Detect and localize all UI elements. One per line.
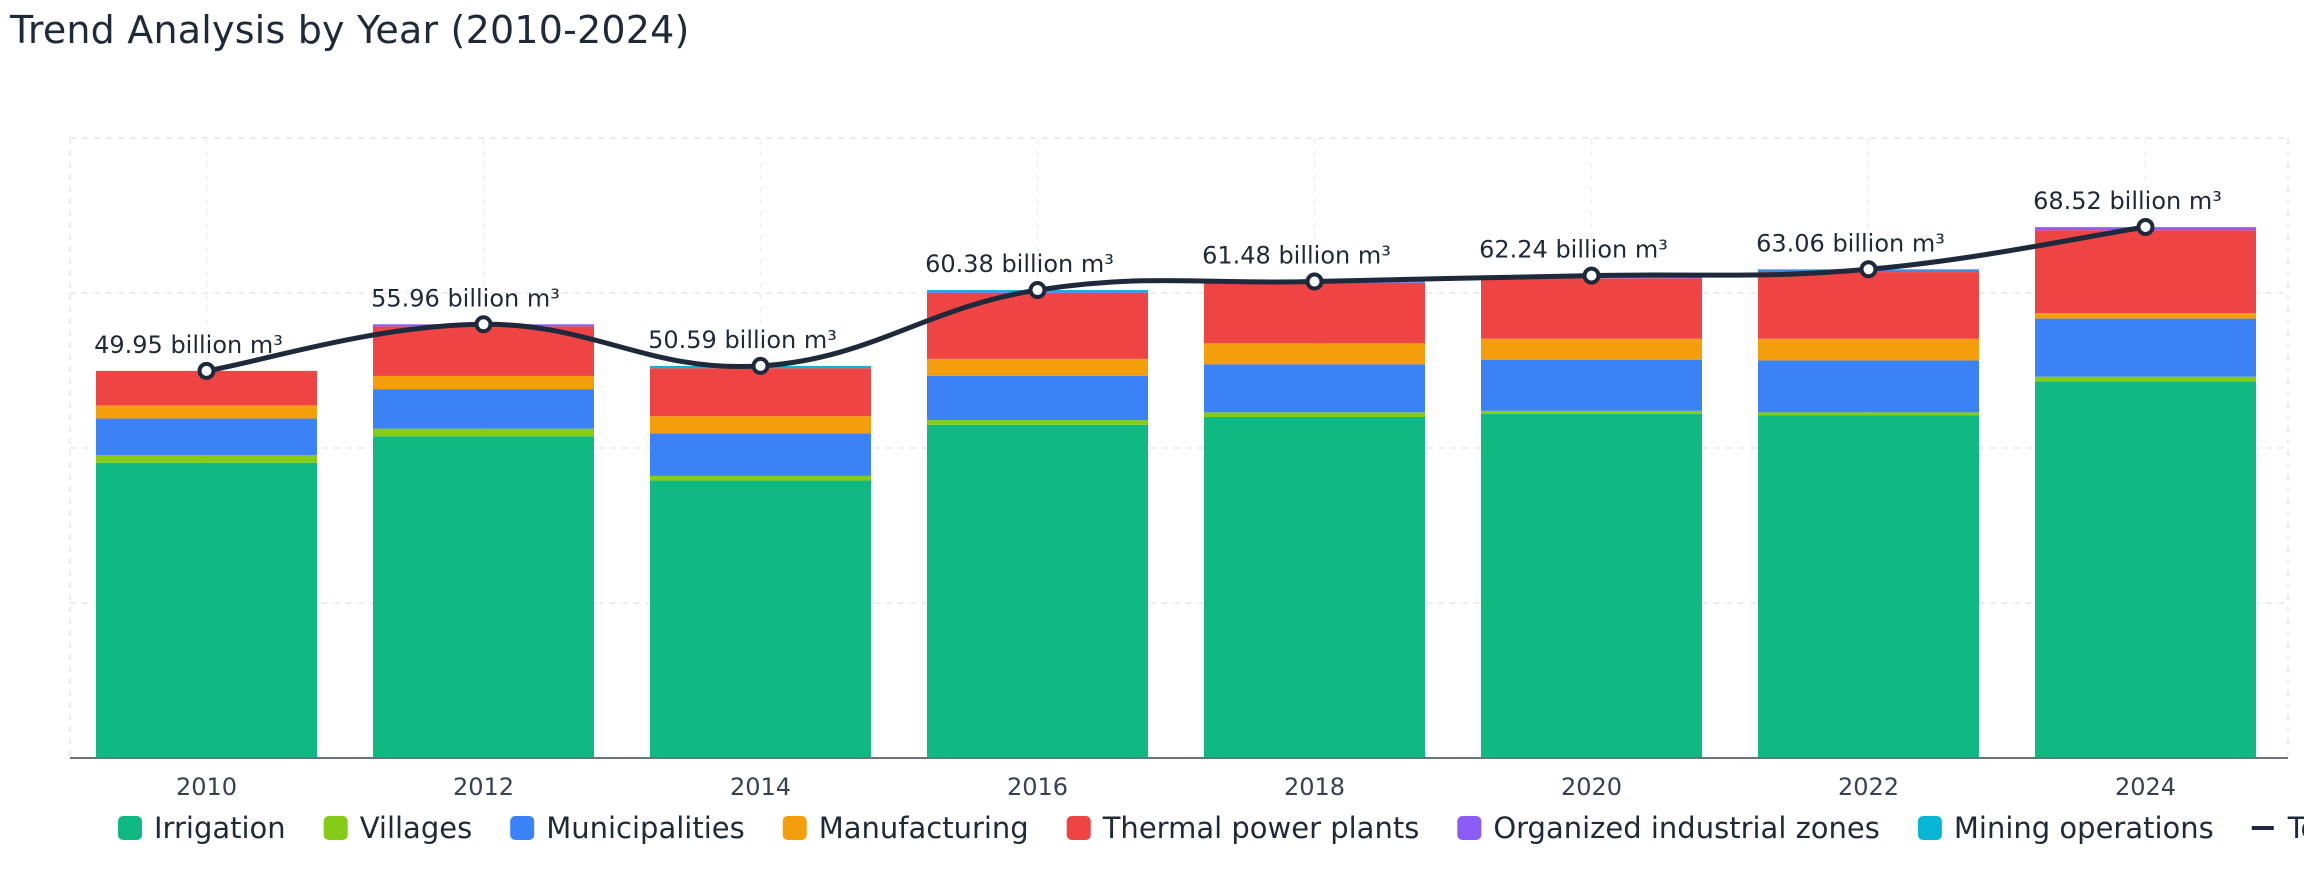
bar-segment-manufacturing[interactable] [927, 358, 1148, 376]
bar-segment-municipalities[interactable] [1481, 359, 1702, 411]
total-data-label: 55.96 billion m³ [371, 284, 560, 312]
bar-segment-manufacturing[interactable] [1758, 338, 1979, 361]
bar-segment-villages[interactable] [1758, 412, 1979, 416]
bar-segment-municipalities[interactable] [927, 375, 1148, 421]
bar-segment-villages[interactable] [927, 420, 1148, 425]
bar-segment-irrigation[interactable] [927, 424, 1148, 758]
bars [96, 226, 2256, 758]
legend: Irrigation Villages Municipalities Manufact… [118, 811, 2304, 845]
bar-segment-municipalities[interactable] [373, 389, 594, 429]
legend-swatch [1457, 816, 1482, 840]
bar-segment-irrigation[interactable] [1481, 413, 1702, 758]
legend-label[interactable]: Manufacturing [819, 811, 1029, 845]
bar-segment-irrigation[interactable] [1758, 415, 1979, 758]
total-point[interactable] [474, 315, 493, 334]
bar-segment-manufacturing[interactable] [2035, 313, 2256, 319]
legend-swatch [118, 816, 142, 840]
x-tick-label: 2022 [1838, 773, 1899, 801]
x-tick-label: 2024 [2115, 773, 2176, 801]
total-data-label: 61.48 billion m³ [1202, 242, 1391, 270]
total-point[interactable] [1859, 260, 1878, 279]
total-point[interactable] [1028, 281, 1047, 300]
total-data-label: 60.38 billion m³ [925, 250, 1114, 278]
x-tick-label: 2016 [1007, 773, 1068, 801]
total-point[interactable] [197, 361, 216, 380]
chart-title: Trend Analysis by Year (2010-2024) [10, 8, 690, 52]
legend-label[interactable]: Organized industrial zones [1493, 811, 1880, 845]
bar-segment-villages[interactable] [2035, 376, 2256, 382]
bar-segment-villages[interactable] [1481, 410, 1702, 414]
legend-swatch [1917, 816, 1942, 840]
total-point[interactable] [1305, 272, 1324, 291]
total-point[interactable] [1582, 266, 1601, 285]
legend-label[interactable]: Villages [360, 811, 473, 845]
bar-segment-irrigation[interactable] [96, 462, 317, 758]
bar-segment-villages[interactable] [373, 428, 594, 437]
bar-segment-irrigation[interactable] [373, 436, 594, 758]
bar-segment-manufacturing[interactable] [96, 405, 317, 419]
bar-segment-manufacturing[interactable] [650, 416, 871, 434]
legend-swatch [323, 816, 348, 840]
bar-segment-thermal-power-plants[interactable] [1204, 282, 1425, 344]
bar-segment-thermal-power-plants[interactable] [650, 368, 871, 417]
legend-label[interactable]: Irrigation [154, 811, 286, 845]
x-tick-label: 2012 [453, 773, 514, 801]
bar-segment-irrigation[interactable] [2035, 381, 2256, 758]
legend-label[interactable]: Thermal power plants [1102, 811, 1420, 845]
legend-label[interactable]: Municipalities [546, 811, 745, 845]
bar-segment-municipalities[interactable] [650, 433, 871, 476]
x-axis: 2010 2012 2014 2016 2018 2020 2022 2024 [70, 757, 2288, 801]
total-data-label: 62.24 billion m³ [1479, 236, 1668, 264]
bar-segment-thermal-power-plants[interactable] [373, 326, 594, 376]
total-data-label: 68.52 billion m³ [2033, 187, 2222, 215]
bar-segment-manufacturing[interactable] [1481, 338, 1702, 360]
total-line: 49.95 billion m³ 55.96 billion m³ 50.59 bi… [94, 187, 2222, 380]
bar-segment-municipalities[interactable] [2035, 318, 2256, 377]
x-tick-label: 2014 [730, 773, 791, 801]
total-line-path [206, 224, 2146, 374]
bar-segment-municipalities[interactable] [1204, 364, 1425, 413]
bar-segment-municipalities[interactable] [1758, 360, 1979, 413]
bar-segment-manufacturing[interactable] [373, 375, 594, 390]
legend-label[interactable]: Total [2287, 811, 2304, 845]
bar-segment-manufacturing[interactable] [1204, 343, 1425, 365]
bar-segment-thermal-power-plants[interactable] [1758, 272, 1979, 339]
total-point[interactable] [751, 356, 770, 375]
x-tick-label: 2018 [1284, 773, 1345, 801]
bar-segment-irrigation[interactable] [650, 480, 871, 758]
legend-label[interactable]: Mining operations [1954, 811, 2214, 845]
total-data-label: 49.95 billion m³ [94, 331, 283, 359]
bar-segment-villages[interactable] [1204, 412, 1425, 417]
x-tick-label: 2020 [1561, 773, 1622, 801]
total-data-label: 63.06 billion m³ [1756, 229, 1945, 257]
bar-segment-villages[interactable] [650, 475, 871, 481]
bar-segment-villages[interactable] [96, 454, 317, 463]
bar-segment-municipalities[interactable] [96, 418, 317, 455]
legend-swatch [1066, 816, 1091, 840]
x-tick-label: 2010 [176, 773, 237, 801]
bar-segment-thermal-power-plants[interactable] [1481, 278, 1702, 339]
legend-swatch [782, 816, 807, 840]
bar-segment-irrigation[interactable] [1204, 417, 1425, 758]
total-data-label: 50.59 billion m³ [648, 326, 837, 354]
bar-segment-thermal-power-plants[interactable] [2035, 230, 2256, 314]
legend-swatch [510, 816, 535, 840]
total-point[interactable] [2136, 217, 2155, 236]
bar-segment-thermal-power-plants[interactable] [927, 293, 1148, 359]
